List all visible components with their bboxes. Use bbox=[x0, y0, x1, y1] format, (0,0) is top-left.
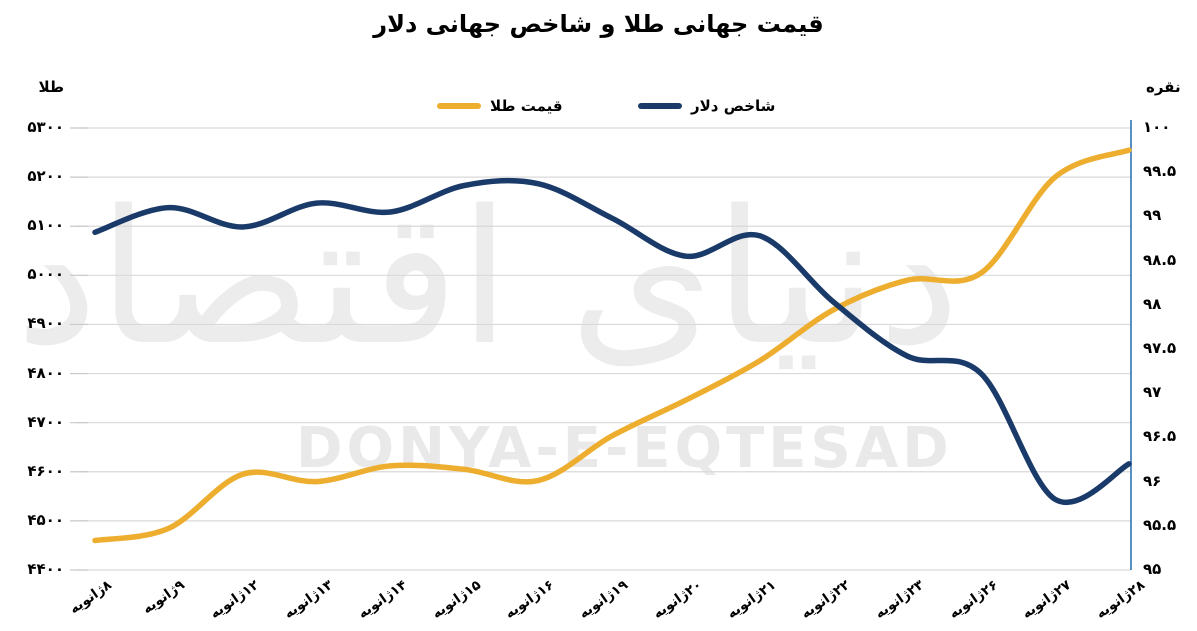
right-axis-title: نقره bbox=[1146, 78, 1181, 96]
left-axis-tick-label: ۵۲۰۰ bbox=[27, 167, 64, 186]
dollar-index-line bbox=[92, 177, 1132, 505]
chart-legend: قیمت طلا شاخص دلار bbox=[0, 95, 1197, 117]
left-axis-tick-label: ۴۸۰۰ bbox=[27, 363, 64, 382]
right-axis-tick-label: ۹۵.۵ bbox=[1143, 515, 1177, 534]
left-axis-title: طلا bbox=[38, 78, 64, 96]
left-axis-tick-label: ۵۳۰۰ bbox=[27, 118, 64, 136]
legend-item-dollar-index: شاخص دلار bbox=[638, 95, 775, 117]
navy-line-swatch-icon bbox=[638, 103, 682, 109]
right-axis-tick-label: ۹۹.۵ bbox=[1143, 162, 1177, 181]
chart-title: قیمت جهانی طلا و شاخص جهانی دلار bbox=[373, 10, 824, 38]
legend-label-dollar-index: شاخص دلار bbox=[691, 97, 776, 115]
left-axis-tick-label: ۴۶۰۰ bbox=[27, 461, 64, 480]
right-axis-tick-label: ۹۸.۵ bbox=[1143, 250, 1177, 269]
left-axis-tick-label: ۴۷۰۰ bbox=[27, 412, 64, 431]
left-axis-tick-label: ۵۱۰۰ bbox=[27, 216, 64, 235]
left-axis-tick-label: ۴۴۰۰ bbox=[27, 560, 64, 578]
gold-line-swatch-icon bbox=[437, 103, 481, 109]
right-axis-tick-label: ۹۵ bbox=[1143, 560, 1162, 578]
right-axis-tick-label: ۹۶.۵ bbox=[1143, 427, 1177, 446]
right-axis-tick-label: ۹۷ bbox=[1143, 383, 1162, 402]
right-axis-tick-label: ۹۸ bbox=[1143, 294, 1162, 313]
left-axis-tick-label: ۴۹۰۰ bbox=[27, 314, 64, 333]
legend-label-gold-price: قیمت طلا bbox=[490, 97, 563, 115]
right-axis-tick-label: ۹۶ bbox=[1143, 471, 1162, 490]
left-axis-tick-label: ۴۵۰۰ bbox=[27, 510, 64, 529]
right-axis-tick-label: ۱۰۰ bbox=[1143, 118, 1171, 136]
legend-item-gold-price: قیمت طلا bbox=[437, 95, 563, 117]
right-axis-tick-label: ۹۹ bbox=[1143, 206, 1162, 225]
gold-price-line bbox=[92, 147, 1132, 544]
left-axis-tick-label: ۵۰۰۰ bbox=[27, 265, 64, 284]
right-axis-tick-label: ۹۷.۵ bbox=[1143, 339, 1177, 357]
watermark-latin: DONYA-E-EQTESAD bbox=[296, 416, 953, 481]
